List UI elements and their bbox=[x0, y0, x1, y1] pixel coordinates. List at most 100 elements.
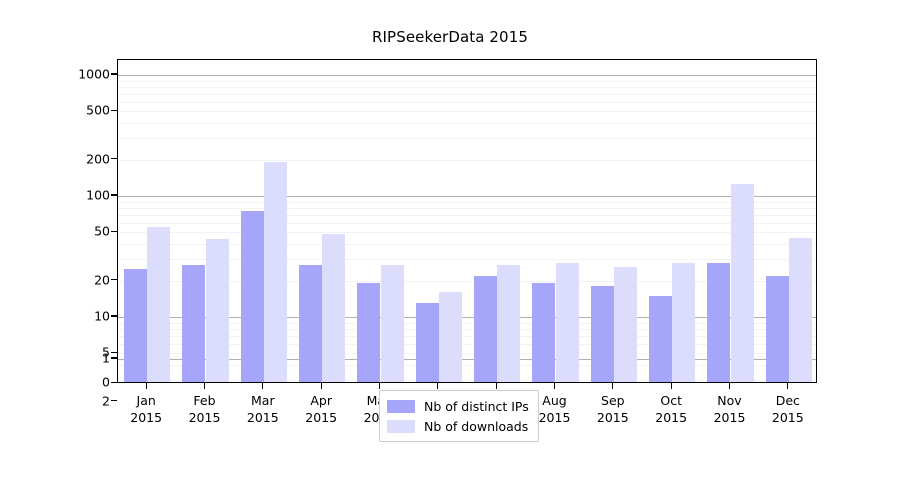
x-axis-tick bbox=[145, 383, 147, 389]
y-axis-tick bbox=[111, 157, 117, 160]
gridline bbox=[118, 328, 816, 330]
x-axis-label-month: Jan bbox=[136, 393, 156, 408]
bar-mar-downloads bbox=[263, 162, 288, 382]
y-axis-tick bbox=[111, 315, 117, 317]
bar-aug-downloads bbox=[555, 262, 579, 382]
gridline bbox=[118, 280, 816, 282]
y-axis-label: 20 bbox=[94, 272, 110, 288]
x-axis-label-year: 2015 bbox=[713, 410, 746, 425]
y-axis-tick bbox=[111, 381, 117, 383]
gridline bbox=[118, 111, 816, 113]
x-axis-label: Dec 2015 bbox=[772, 392, 804, 426]
gridline bbox=[118, 101, 816, 103]
bar-apr-downloads bbox=[322, 233, 346, 382]
x-axis-label-month: Apr bbox=[310, 393, 332, 408]
gridline bbox=[118, 80, 816, 82]
legend-swatch-icon-distinct-ips bbox=[387, 399, 415, 413]
y-axis-label: 100 bbox=[86, 187, 110, 203]
bar-aug-distinct-ips bbox=[532, 283, 556, 382]
bar-mar-distinct-ips bbox=[240, 211, 264, 382]
y-axis-label: 1000 bbox=[78, 66, 110, 82]
y-axis-label: 200 bbox=[86, 151, 110, 167]
gridline bbox=[118, 353, 816, 355]
x-axis-tick bbox=[728, 383, 731, 389]
y-axis-tick bbox=[111, 109, 117, 112]
legend-label-distinct-ips: Nb of distinct IPs bbox=[424, 398, 529, 414]
x-axis-label-year: 2015 bbox=[305, 410, 338, 425]
x-axis-label: Sep 2015 bbox=[597, 392, 629, 426]
gridline bbox=[118, 259, 816, 261]
y-axis-tick bbox=[111, 357, 117, 359]
x-axis-label-year: 2015 bbox=[538, 410, 571, 425]
gridline bbox=[118, 201, 816, 203]
y-axis-label: 500 bbox=[86, 102, 110, 118]
gridline bbox=[118, 207, 816, 209]
gridline bbox=[118, 159, 816, 161]
x-axis-tick bbox=[378, 383, 381, 389]
y-axis-tick bbox=[111, 399, 117, 402]
bar-jul-distinct-ips bbox=[473, 275, 498, 382]
gridline bbox=[118, 359, 816, 360]
chart-title: RIPSeekerData 2015 bbox=[372, 28, 528, 46]
x-axis-label: Nov 2015 bbox=[714, 392, 746, 426]
x-axis-label-month: Oct bbox=[660, 393, 682, 408]
x-axis-tick bbox=[320, 383, 322, 389]
gridline bbox=[118, 232, 816, 234]
x-axis-tick bbox=[670, 383, 672, 389]
x-axis-label: Mar 2015 bbox=[247, 392, 279, 426]
gridline bbox=[118, 317, 816, 318]
y-axis-label: 5 bbox=[102, 344, 110, 360]
gridline bbox=[118, 244, 816, 246]
gridline bbox=[118, 138, 816, 140]
bar-may-downloads bbox=[380, 264, 404, 382]
y-axis-label: 0 bbox=[102, 374, 110, 390]
x-axis-label-year: 2015 bbox=[130, 410, 163, 425]
x-axis-label: Jan 2015 bbox=[130, 392, 162, 426]
bar-feb-distinct-ips bbox=[182, 264, 206, 382]
legend-label-downloads: Nb of downloads bbox=[424, 418, 529, 434]
bar-dec-downloads bbox=[788, 238, 813, 382]
y-axis-tick bbox=[111, 230, 117, 233]
x-axis-label-month: Mar bbox=[251, 393, 275, 408]
gridline bbox=[118, 222, 816, 224]
gridline bbox=[118, 196, 816, 197]
gridline bbox=[118, 75, 816, 76]
bar-jan-distinct-ips bbox=[123, 268, 148, 382]
x-axis-label-month: Sep bbox=[601, 393, 625, 408]
x-axis-label-year: 2015 bbox=[246, 410, 279, 425]
bar-may-distinct-ips bbox=[357, 283, 381, 382]
bar-feb-downloads bbox=[205, 239, 229, 382]
x-axis-label-month: Nov bbox=[717, 393, 742, 408]
gridline bbox=[118, 86, 816, 88]
legend-item-downloads: Nb of downloads bbox=[387, 416, 529, 436]
gridline bbox=[118, 335, 816, 337]
y-axis-tick bbox=[111, 351, 117, 354]
bar-jul-downloads bbox=[497, 264, 521, 382]
x-axis-tick bbox=[553, 383, 556, 389]
y-axis-label: 50 bbox=[94, 223, 110, 239]
chart-legend: Nb of distinct IPs Nb of downloads bbox=[379, 390, 539, 442]
x-axis-label: Oct 2015 bbox=[655, 392, 687, 426]
bar-nov-distinct-ips bbox=[707, 262, 731, 382]
x-axis-label-year: 2015 bbox=[596, 410, 629, 425]
x-axis-label-year: 2015 bbox=[655, 410, 688, 425]
x-axis-label: Aug 2015 bbox=[539, 392, 571, 426]
gridline bbox=[118, 214, 816, 216]
bar-dec-distinct-ips bbox=[765, 275, 789, 382]
bar-sep-downloads bbox=[613, 266, 638, 382]
bar-oct-downloads bbox=[672, 262, 696, 382]
y-axis-tick bbox=[111, 73, 117, 75]
gridline bbox=[118, 343, 816, 345]
bar-jan-downloads bbox=[147, 227, 171, 382]
gridline bbox=[118, 380, 816, 382]
x-axis-label-year: 2015 bbox=[771, 410, 804, 425]
x-axis-label: Apr 2015 bbox=[305, 392, 337, 426]
x-axis-tick bbox=[787, 383, 789, 389]
y-axis-label: 2 bbox=[102, 393, 110, 409]
gridline bbox=[118, 365, 816, 367]
plot-area bbox=[117, 59, 817, 383]
legend-item-distinct-ips: Nb of distinct IPs bbox=[387, 396, 529, 416]
x-axis-tick bbox=[612, 383, 614, 389]
bar-jun-distinct-ips bbox=[415, 303, 439, 382]
